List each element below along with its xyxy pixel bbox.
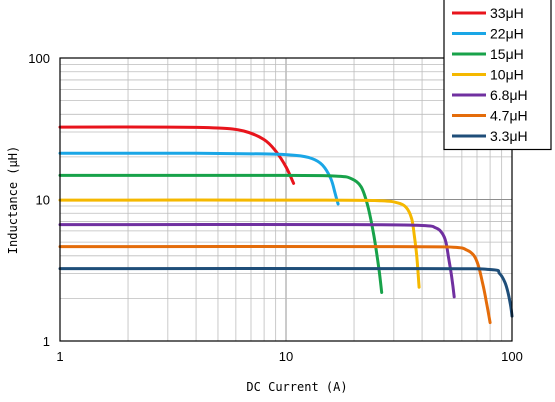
x-tick-label: 10 <box>279 349 293 364</box>
x-axis-title: DC Current (A) <box>246 380 347 394</box>
plot-frame <box>59 57 513 342</box>
x-tick-label: 100 <box>501 349 523 364</box>
series-line <box>58 125 296 185</box>
legend: 33μH 22μH 15μH 10μH 6.8μH 4.7μH 3.3μH <box>443 0 552 151</box>
series-line <box>58 151 340 206</box>
y-axis-title: Inductance (μH) <box>6 146 20 254</box>
legend-label: 3.3μH <box>490 128 528 144</box>
legend-label: 22μH <box>490 26 524 42</box>
legend-label: 15μH <box>490 46 524 62</box>
x-tick-label: 1 <box>56 349 63 364</box>
legend-label: 4.7μH <box>490 108 528 124</box>
series-line <box>58 267 514 318</box>
tick-labels: 1 10 100 1 10 100 <box>28 51 523 364</box>
y-tick-label: 10 <box>36 193 50 208</box>
series-line <box>58 245 492 325</box>
series-line <box>58 173 384 294</box>
y-tick-label: 100 <box>28 51 50 66</box>
legend-label: 33μH <box>490 5 524 21</box>
legend-label: 10μH <box>490 67 524 83</box>
data-series <box>58 125 514 325</box>
series-line <box>58 223 456 299</box>
y-tick-label: 1 <box>43 334 50 349</box>
legend-label: 6.8μH <box>490 87 528 103</box>
